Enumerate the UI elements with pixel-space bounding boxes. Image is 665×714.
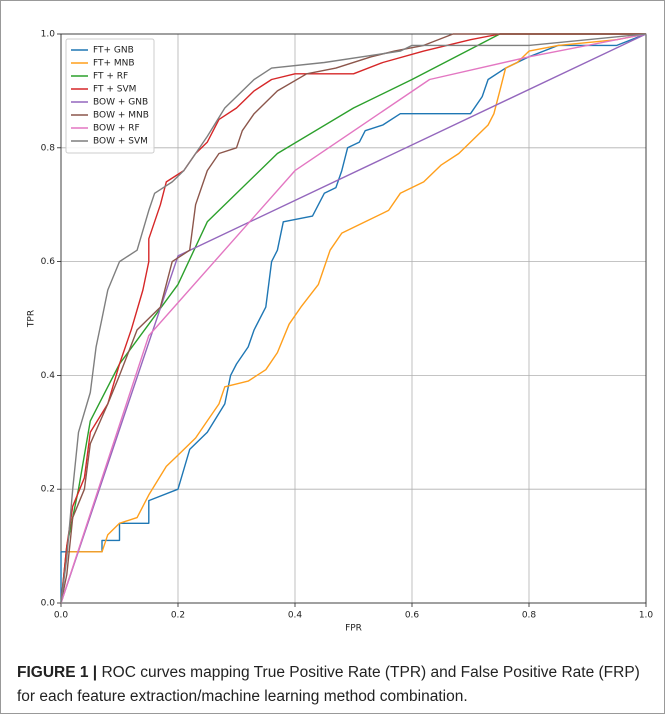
plot-frame — [60, 33, 647, 604]
roc-curve — [60, 33, 647, 604]
y-axis-label: TPR — [27, 310, 37, 328]
y-tick-label: 0.0 — [41, 599, 56, 609]
x-axis-label: FPR — [345, 624, 362, 634]
legend-label: FT + RF — [93, 72, 128, 82]
legend: FT+ GNB FT+ MNB FT + RF FT + SVM BOW + GNB BO… — [65, 38, 155, 154]
x-tick-label: 0.8 — [522, 611, 537, 621]
legend-label: BOW + SVM — [93, 137, 148, 147]
roc-curve — [60, 33, 647, 604]
x-tick-label: 0.0 — [54, 611, 69, 621]
y-tick-label: 1.0 — [41, 30, 56, 40]
x-tick-label: 0.4 — [288, 611, 303, 621]
chart: 0.0 0.2 0.4 0.6 0.8 1.0 0.0 0.2 0.4 0.6 0.8 1.0 FPR T… — [27, 30, 654, 634]
legend-label: BOW + RF — [93, 124, 140, 134]
legend-label: FT + SVM — [93, 85, 136, 95]
x-tick-label: 0.2 — [171, 611, 185, 621]
x-tick-label: 0.6 — [405, 611, 420, 621]
y-tick-label: 0.8 — [41, 143, 56, 153]
legend-label: BOW + GNB — [93, 98, 148, 108]
y-tick-label: 0.2 — [41, 485, 55, 495]
y-tick-label: 0.4 — [41, 371, 56, 381]
legend-label: BOW + MNB — [93, 111, 149, 121]
caption-label: FIGURE 1 | — [17, 664, 98, 681]
caption-text: ROC curves mapping True Positive Rate (T… — [17, 664, 640, 705]
caption: FIGURE 1 | ROC curves mapping True Posit… — [17, 661, 657, 709]
x-tick-label: 1.0 — [639, 611, 654, 621]
roc-curve — [60, 33, 647, 604]
roc-curve — [60, 33, 647, 603]
roc-curve — [60, 33, 646, 604]
legend-box — [65, 38, 155, 154]
roc-curve — [60, 33, 647, 604]
legend-label: FT+ GNB — [93, 46, 134, 56]
legend-label: FT+ MNB — [93, 59, 135, 69]
y-tick-label: 0.6 — [41, 257, 56, 267]
